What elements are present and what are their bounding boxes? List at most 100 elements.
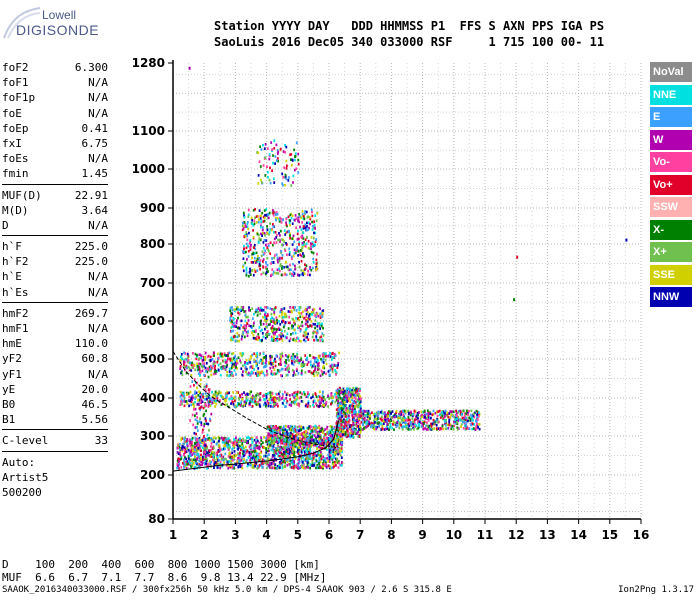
echo-point [291, 425, 293, 429]
echo-point [312, 453, 314, 456]
echo-point [258, 404, 261, 408]
echo-point [429, 412, 432, 416]
echo-point [191, 461, 194, 465]
echo-point [227, 357, 230, 360]
echo-point [219, 448, 222, 452]
param-key: h`F2 [2, 255, 29, 269]
echo-point [272, 426, 275, 429]
echo-point [284, 368, 287, 371]
echo-point [477, 426, 479, 429]
echo-point [281, 329, 283, 333]
echo-point [219, 362, 222, 365]
echo-point [229, 306, 232, 310]
echo-point [354, 394, 357, 397]
echo-point [469, 417, 472, 421]
echo-point [254, 400, 256, 403]
y-tick-label: 80 [148, 512, 165, 526]
echo-point [293, 449, 296, 453]
echo-point [205, 395, 208, 398]
echo-point [204, 453, 207, 456]
echo-point [300, 428, 303, 432]
echo-point [214, 390, 217, 394]
param-key: foF2 [2, 61, 29, 74]
echo-point [348, 397, 351, 401]
echo-point [257, 371, 260, 375]
echo-point [310, 320, 313, 323]
echo-point [259, 398, 262, 402]
echo-point [198, 353, 201, 357]
x-tick-label: 6 [325, 528, 333, 542]
echo-point [308, 226, 310, 230]
echo-point [230, 330, 233, 333]
param-row: B1 5.56 [2, 412, 108, 427]
echo-point [200, 354, 203, 357]
echo-point [365, 409, 368, 413]
echo-point [277, 448, 279, 452]
echo-point [295, 394, 298, 397]
echo-point [370, 421, 373, 425]
echo-point [237, 402, 239, 406]
echo-point [191, 453, 194, 456]
echo-point [236, 361, 239, 365]
echo-point [351, 404, 354, 408]
echo-point [311, 331, 314, 335]
echo-point [430, 425, 433, 428]
echo-point [180, 455, 183, 459]
echo-point [265, 261, 267, 264]
echo-point [245, 397, 248, 400]
echo-point [212, 439, 215, 442]
echo-point [317, 354, 320, 358]
echo-point [198, 438, 200, 442]
echo-point [225, 395, 227, 399]
echo-point [186, 366, 188, 369]
echo-point [410, 411, 412, 414]
param-row: foF2 6.300 [2, 60, 108, 75]
echo-point [358, 423, 361, 427]
echo-point [295, 369, 298, 372]
echo-point [412, 423, 415, 426]
echo-point [319, 444, 322, 448]
echo-point [415, 414, 418, 418]
echo-point [331, 368, 334, 371]
echo-point [272, 459, 275, 463]
echo-point [281, 267, 283, 270]
echo-point [323, 442, 325, 445]
echo-point [292, 363, 295, 366]
param-key: foEp [2, 121, 29, 135]
echo-point [304, 437, 307, 441]
echo-point [432, 409, 435, 413]
echo-point [308, 370, 311, 373]
echo-point [243, 403, 246, 407]
echo-point [308, 451, 311, 455]
echo-point [221, 456, 224, 459]
y-tick-label: 1000 [132, 162, 165, 176]
echo-point [306, 358, 308, 361]
echo-point [277, 326, 280, 330]
echo-point [291, 243, 294, 246]
polarization-legend: NoVal NNE E W Vo- Vo+ SSW X- X+ SSE NNW [650, 62, 692, 310]
echo-point [257, 456, 259, 459]
echo-point [293, 272, 296, 275]
echo-point [343, 418, 345, 421]
echo-point [282, 238, 284, 242]
echo-point [198, 403, 200, 407]
echo-point [307, 400, 310, 403]
echo-point [345, 420, 348, 423]
echo-point [344, 392, 347, 396]
echo-point [338, 351, 340, 355]
echo-point [437, 410, 440, 413]
echo-point [376, 422, 379, 425]
echo-point [391, 426, 394, 430]
echo-point [306, 308, 308, 311]
echo-point [354, 388, 356, 392]
echo-point [236, 404, 239, 407]
echo-point [445, 427, 447, 431]
echo-point [215, 457, 218, 460]
echo-point [203, 373, 205, 377]
echo-point [282, 394, 284, 397]
echo-point [261, 250, 264, 253]
echo-point [374, 425, 377, 429]
echo-point [231, 322, 234, 326]
echo-point [383, 428, 386, 431]
echo-point [271, 392, 274, 395]
